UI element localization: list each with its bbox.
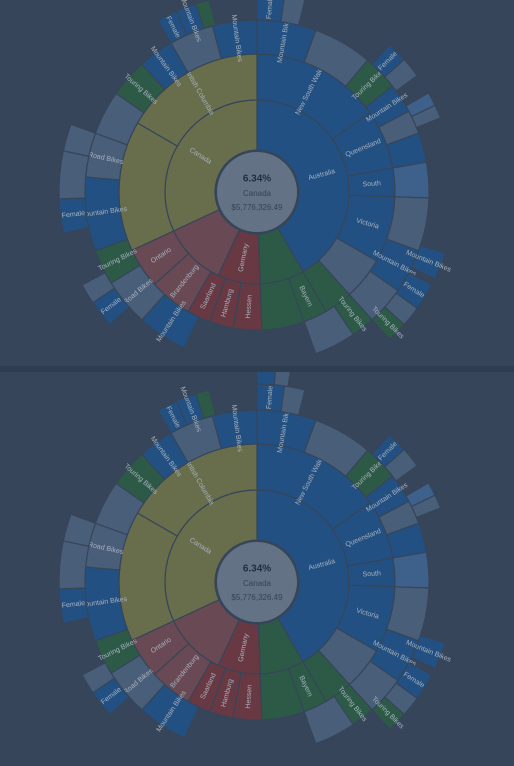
panel-separator (0, 366, 514, 372)
bottom-segment-l3-21[interactable] (211, 409, 258, 450)
bottom-label-l4-0: Female (266, 385, 275, 409)
top-label-l2-2: South (362, 180, 381, 188)
top-center-label: Canada (243, 189, 272, 198)
bottom-segment-l5-1[interactable] (273, 372, 291, 388)
top-segment-l4-3[interactable] (383, 58, 419, 92)
top-center-percent: 6.34% (243, 174, 271, 185)
top-segment-l4-6[interactable] (410, 244, 447, 280)
top-segment-l4-5[interactable] (410, 104, 442, 129)
bottom-label-l2-2: South (362, 570, 381, 578)
bottom-center-label: Canada (243, 579, 272, 588)
bottom-segment-l4-5[interactable] (410, 494, 442, 519)
top-segment-l3-21[interactable] (211, 19, 258, 60)
bottom-segment-l4-13[interactable] (58, 540, 90, 590)
bottom-label-l4-12: Female (61, 600, 85, 610)
sunburst-panel-top: Australia Germany Canada New South Wales Que… (0, 0, 514, 366)
bottom-segment-l4-14[interactable] (62, 513, 97, 547)
top-segment-l3-11[interactable] (303, 305, 355, 355)
bottom-segment-l3-6[interactable] (392, 551, 430, 589)
sunburst-panel-bottom: Australia Germany Canada New South Wales Que… (0, 372, 514, 766)
top-label-l2-8: Hessen (245, 295, 254, 319)
bottom-segment-l4-9[interactable] (371, 696, 405, 730)
bottom-center-value: $5,776,326.49 (231, 593, 283, 602)
top-center-circle[interactable] (217, 152, 297, 232)
bottom-segment-l4-1[interactable] (280, 385, 306, 416)
bottom-center-circle[interactable] (217, 542, 297, 622)
bottom-label-l2-8: Hessen (245, 685, 254, 709)
top-segment-l4-17[interactable] (195, 0, 217, 30)
top-label-l4-12: Female (61, 210, 85, 220)
top-segment-l4-13[interactable] (58, 150, 90, 200)
bottom-segment-l4-6[interactable] (410, 634, 447, 670)
top-segment-l4-1[interactable] (280, 0, 306, 26)
bottom-segment-l3-11[interactable] (303, 695, 355, 745)
top-segment-l3-6[interactable] (392, 161, 430, 199)
top-label-l4-0: Female (266, 0, 275, 19)
bottom-segment-l4-17[interactable] (195, 389, 217, 420)
bottom-segment-l5-0[interactable] (256, 372, 276, 386)
top-segment-l4-11[interactable] (81, 271, 116, 304)
top-segment-l4-9[interactable] (371, 306, 405, 340)
bottom-center-percent: 6.34% (243, 564, 271, 575)
bottom-segment-l4-11[interactable] (81, 661, 116, 694)
top-center-value: $5,776,326.49 (231, 203, 283, 212)
bottom-segment-l4-3[interactable] (383, 448, 419, 482)
top-segment-l4-14[interactable] (62, 123, 97, 157)
